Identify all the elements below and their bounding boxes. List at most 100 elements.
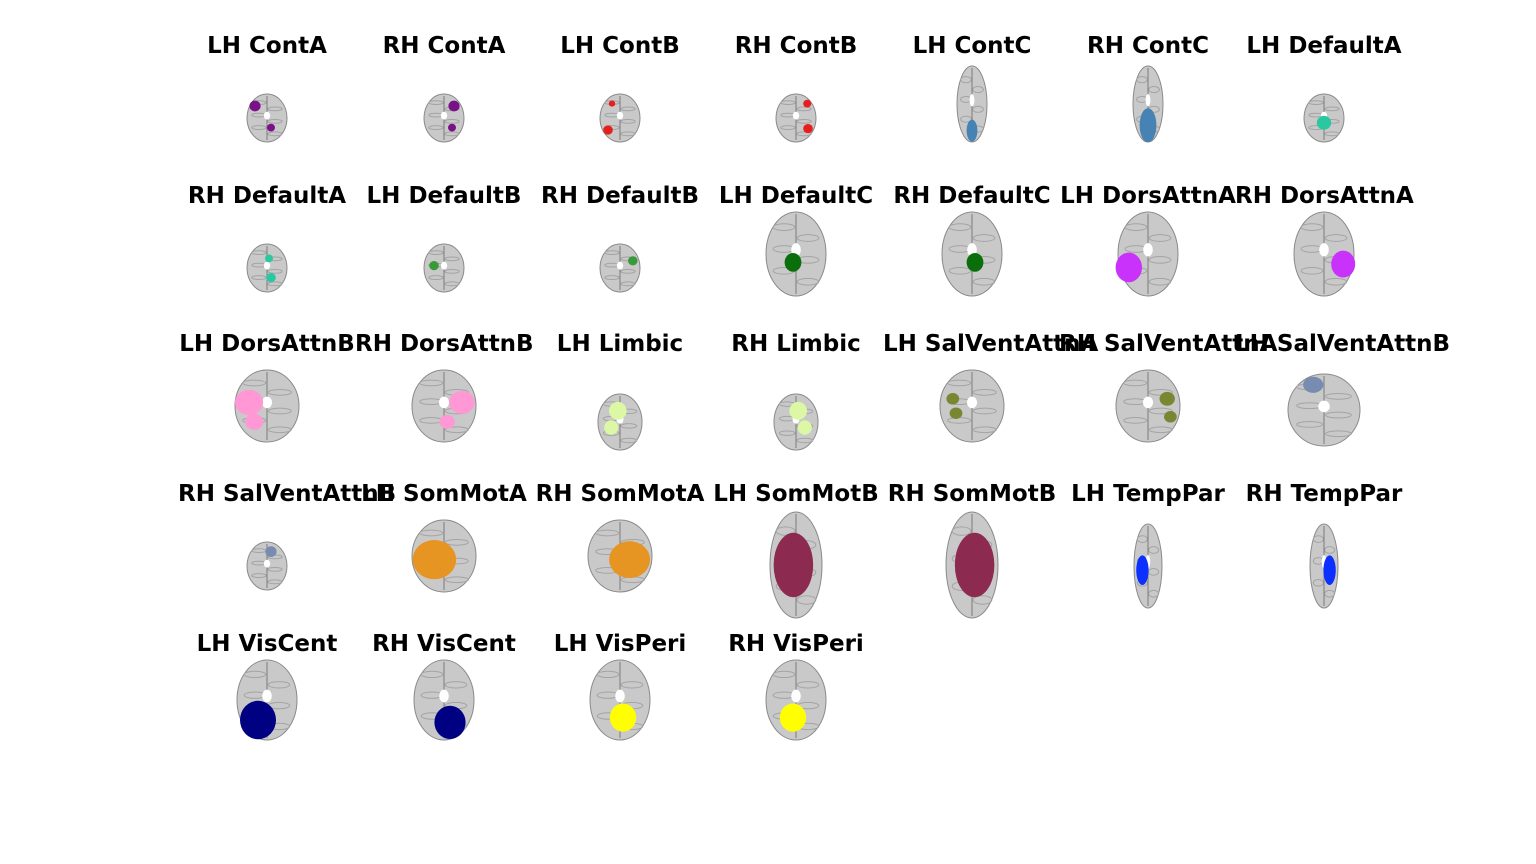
brain-panel: LH VisCent — [178, 630, 356, 778]
panel-title: LH VisPeri — [553, 631, 687, 657]
network-region — [448, 100, 460, 112]
network-region — [803, 99, 812, 108]
gyrus-texture — [444, 681, 468, 689]
gyrus-texture — [1148, 568, 1160, 576]
gyrus-texture — [780, 100, 796, 106]
brain-slice-image — [765, 211, 827, 297]
panel-title: LH ContC — [912, 33, 1032, 59]
gyrus-texture — [267, 681, 291, 689]
brain-slice-image — [236, 659, 298, 741]
gyrus-texture — [428, 100, 444, 106]
gyrus-texture — [444, 281, 460, 287]
panel-title: LH SomMotA — [361, 481, 527, 507]
network-region — [966, 252, 984, 272]
gyrus-texture — [267, 426, 292, 434]
gyrus-texture — [1308, 100, 1324, 106]
gyrus-texture — [267, 407, 292, 415]
network-region — [773, 532, 814, 598]
ventricle — [1142, 396, 1154, 409]
network-region — [267, 123, 275, 132]
gyrus-texture — [796, 681, 820, 689]
panel-title: LH DefaultC — [718, 183, 874, 209]
network-region — [1164, 411, 1177, 423]
gyrus-texture — [420, 670, 444, 679]
brain-panel: LH SomMotB — [707, 480, 885, 628]
gyrus-texture — [1136, 76, 1148, 84]
brain-panel: LH DorsAttnA — [1059, 182, 1237, 330]
gyrus-texture — [267, 281, 283, 287]
brain-panel: RH VisCent — [355, 630, 533, 778]
brain-slice-image — [411, 519, 477, 593]
brain-panel: LH VisPeri — [531, 630, 709, 778]
network-region — [789, 401, 807, 420]
gyrus-texture — [620, 268, 636, 274]
ventricle — [438, 396, 450, 409]
brain-slice-image — [411, 369, 477, 443]
gyrus-texture — [972, 388, 997, 396]
gyrus-texture — [796, 234, 820, 242]
gyrus-texture — [1148, 589, 1160, 598]
ventricle — [615, 689, 625, 703]
panel-title: LH DefaultB — [366, 183, 522, 209]
gyrus-texture — [1324, 546, 1336, 554]
panel-title: LH DefaultA — [1246, 33, 1402, 59]
gyrus-texture — [1148, 407, 1173, 415]
network-region — [628, 256, 638, 266]
gyrus-texture — [948, 266, 972, 275]
ventricle — [262, 689, 272, 703]
ventricle — [966, 396, 978, 409]
gyrus-texture — [1123, 417, 1148, 424]
brain-panel: LH DefaultA — [1235, 32, 1413, 180]
network-region — [604, 420, 619, 435]
gyrus-texture — [1148, 426, 1173, 434]
brain-panel: LH DefaultC — [707, 182, 885, 330]
network-region — [609, 401, 627, 420]
gyrus-texture — [1136, 535, 1148, 543]
brain-slice-image — [589, 659, 651, 741]
panel-title: LH VisCent — [196, 631, 338, 657]
gyrus-texture — [772, 670, 796, 679]
brain-panel: LH SalVentAttnA — [883, 330, 1098, 478]
network-region — [266, 272, 276, 283]
brain-slice-image — [1132, 65, 1164, 143]
ventricle — [1143, 243, 1153, 257]
brain-slice-image — [956, 65, 988, 143]
gyrus-texture — [444, 118, 460, 124]
gyrus-texture — [620, 131, 636, 137]
panel-title: LH ContB — [560, 33, 680, 59]
ventricle — [616, 261, 624, 270]
network-region — [609, 703, 637, 732]
gyrus-texture — [444, 576, 469, 584]
panel-title: RH SomMotA — [535, 481, 705, 507]
gyrus-texture — [972, 234, 996, 242]
brain-slice-image — [599, 243, 641, 293]
panel-title: RH Limbic — [731, 331, 861, 357]
network-region — [429, 260, 439, 271]
brain-panel: LH Limbic — [531, 330, 709, 478]
brain-slice-image — [1115, 369, 1181, 443]
gyrus-texture — [444, 131, 460, 137]
gyrus-texture — [960, 115, 972, 123]
gyrus-texture — [596, 670, 620, 679]
brain-slice-image — [945, 511, 999, 619]
brain-panel: LH SomMotA — [355, 480, 533, 628]
gyrus-texture — [428, 250, 444, 256]
brain-panel: LH ContC — [883, 32, 1061, 180]
brain-panel: RH SalVentAttnA — [1059, 330, 1277, 478]
gyrus-texture — [604, 275, 620, 281]
network-region — [1136, 555, 1149, 585]
ventricle — [969, 94, 975, 107]
network-region — [1323, 555, 1336, 585]
brain-panel: RH DorsAttnB — [355, 330, 534, 478]
gyrus-texture — [1148, 277, 1172, 286]
brain-panel: LH ContA — [178, 32, 356, 180]
gyrus-texture — [444, 256, 460, 262]
brain-slice-image — [234, 369, 300, 443]
brain-panel: RH ContC — [1059, 32, 1237, 180]
brain-slice-image — [246, 93, 288, 143]
network-region — [439, 414, 455, 429]
gyrus-texture — [778, 430, 796, 436]
gyrus-texture — [972, 277, 996, 286]
network-region — [265, 254, 273, 263]
gyrus-texture — [1324, 392, 1352, 400]
